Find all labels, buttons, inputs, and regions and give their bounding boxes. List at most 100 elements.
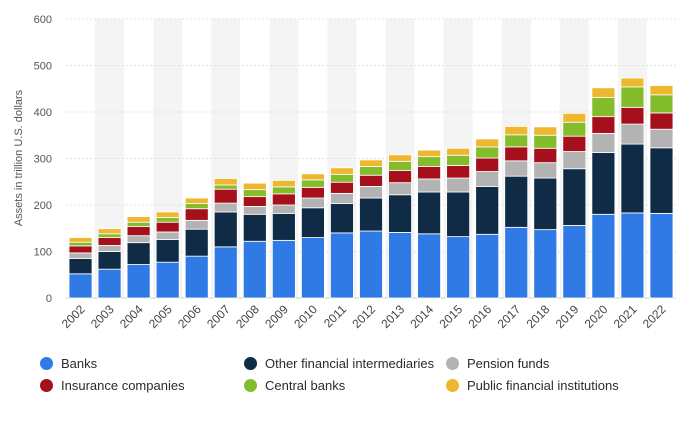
bar-segment[interactable] [649,128,674,149]
bar-segment[interactable] [504,175,529,228]
bar-segment[interactable] [475,171,500,187]
bar-segment[interactable] [504,134,529,148]
bar-segment[interactable] [562,135,587,152]
bar-segment[interactable] [126,242,151,265]
bar-segment[interactable] [475,233,500,299]
legend-item[interactable]: Banks [40,356,97,371]
bar-segment[interactable] [388,194,412,233]
legend-item[interactable]: Public financial institutions [446,378,619,393]
bar-segment[interactable] [591,213,616,299]
bar-segment[interactable] [446,154,471,166]
bar-segment[interactable] [417,178,441,193]
bar-segment[interactable] [68,241,93,247]
bar-segment[interactable] [562,168,587,226]
bar-segment[interactable] [301,237,325,299]
bar-segment[interactable] [68,245,93,254]
bar-segment[interactable] [271,179,296,188]
bar-segment[interactable] [591,87,616,98]
bar-segment[interactable] [330,192,354,205]
bar-segment[interactable] [620,123,645,145]
bar-segment[interactable] [562,151,587,170]
bar-segment[interactable] [504,160,529,177]
bar-segment[interactable] [330,181,354,194]
bar-segment[interactable] [446,147,471,156]
bar-segment[interactable] [591,152,616,215]
bar-segment[interactable] [97,251,122,270]
bar-segment[interactable] [155,211,180,218]
bar-segment[interactable] [359,185,383,199]
legend-item[interactable]: Pension funds [446,356,549,371]
bar-segment[interactable] [649,212,674,299]
bar-segment[interactable] [417,156,441,167]
bar-segment[interactable] [446,191,471,238]
bar-segment[interactable] [271,204,296,214]
bar-segment[interactable] [591,97,616,118]
bar-segment[interactable] [649,147,674,214]
bar-segment[interactable] [184,255,209,299]
bar-segment[interactable] [155,217,180,223]
bar-segment[interactable] [417,191,441,235]
bar-segment[interactable] [388,160,412,171]
bar-segment[interactable] [330,203,354,234]
bar-segment[interactable] [446,236,471,299]
bar-segment[interactable] [155,221,180,233]
bar-segment[interactable] [155,239,180,263]
bar-segment[interactable] [620,143,645,214]
bar-segment[interactable] [271,239,296,299]
bar-segment[interactable] [475,146,500,159]
bar-segment[interactable] [68,252,93,259]
bar-segment[interactable] [533,126,558,136]
bar-segment[interactable] [271,186,296,195]
bar-segment[interactable] [242,182,267,191]
bar-segment[interactable] [330,232,354,299]
bar-segment[interactable] [533,229,558,299]
bar-segment[interactable] [301,197,325,209]
bar-segment[interactable] [213,184,238,190]
bar-segment[interactable] [68,237,93,243]
bar-segment[interactable] [533,177,558,231]
bar-segment[interactable] [242,213,267,242]
bar-segment[interactable] [97,245,122,252]
bar-segment[interactable] [504,226,529,299]
bar-segment[interactable] [446,177,471,193]
bar-segment[interactable] [213,202,238,213]
bar-segment[interactable] [475,157,500,172]
bar-segment[interactable] [126,235,151,244]
bar-segment[interactable] [649,94,674,114]
bar-segment[interactable] [242,240,267,299]
bar-segment[interactable] [388,182,412,196]
bar-segment[interactable] [213,188,238,204]
bar-segment[interactable] [533,134,558,149]
bar-segment[interactable] [301,173,325,181]
bar-segment[interactable] [649,112,674,130]
bar-segment[interactable] [97,233,122,238]
bar-segment[interactable] [242,205,267,215]
bar-segment[interactable] [97,228,122,235]
bar-segment[interactable] [126,221,151,227]
bar-segment[interactable] [417,149,441,158]
legend-item[interactable]: Central banks [244,378,345,393]
bar-segment[interactable] [475,185,500,235]
bar-segment[interactable] [213,178,238,186]
bar-segment[interactable] [475,138,500,148]
bar-segment[interactable] [417,233,441,299]
bar-segment[interactable] [184,228,209,257]
bar-segment[interactable] [155,261,180,299]
bar-segment[interactable] [155,231,180,240]
bar-segment[interactable] [620,77,645,88]
bar-segment[interactable] [126,216,151,223]
bar-segment[interactable] [184,197,209,205]
bar-segment[interactable] [68,258,93,275]
bar-segment[interactable] [97,237,122,246]
bar-segment[interactable] [359,159,383,167]
bar-segment[interactable] [126,225,151,237]
bar-segment[interactable] [301,207,325,238]
bar-segment[interactable] [504,146,529,162]
bar-segment[interactable] [562,112,587,123]
bar-segment[interactable] [504,126,529,136]
bar-segment[interactable] [388,232,412,299]
bar-segment[interactable] [301,179,325,188]
bar-segment[interactable] [620,86,645,108]
bar-segment[interactable] [184,219,209,230]
bar-segment[interactable] [533,147,558,164]
